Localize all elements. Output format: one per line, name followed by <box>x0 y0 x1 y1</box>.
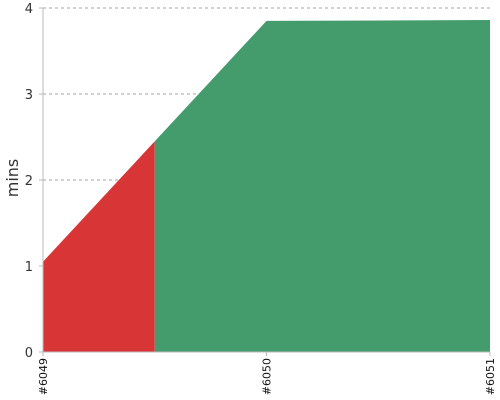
y-tick-label: 4 <box>25 2 33 17</box>
area-series <box>43 20 490 352</box>
x-tick-label: #6049 <box>37 358 50 395</box>
y-tick-label: 2 <box>25 174 33 189</box>
y-tick-label: 1 <box>25 260 33 275</box>
x-tick-label: #6050 <box>261 358 274 395</box>
y-tick-label: 0 <box>25 346 33 361</box>
x-tick-label: #6051 <box>484 358 497 395</box>
axes <box>39 7 491 356</box>
area-segment-success <box>154 20 490 352</box>
area-segment-fail <box>43 141 155 352</box>
y-axis-title: mins <box>3 159 22 198</box>
tick-labels: 0 1 2 3 4 #6049 #6050 #6051 <box>25 2 497 395</box>
y-tick-label: 3 <box>25 88 33 103</box>
